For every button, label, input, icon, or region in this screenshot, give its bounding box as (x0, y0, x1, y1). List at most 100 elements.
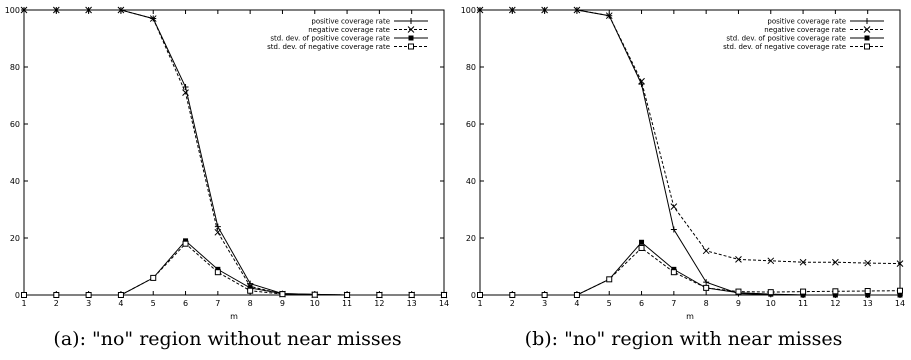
data-point (214, 269, 221, 276)
x-tick-label: 7 (215, 299, 220, 308)
data-point (344, 292, 351, 298)
data-point (477, 292, 483, 298)
series-line (480, 9, 901, 265)
plot-frame (23, 9, 445, 296)
legend-marker (408, 35, 414, 41)
x-tick-label: 11 (342, 299, 352, 308)
panel-a: 1 2 3 4 5 6 7 8 9 10 11 12 13 14 0 20 40 60 80 100 m positive… (0, 0, 455, 360)
x-tick-label: 9 (280, 299, 285, 308)
data-point (897, 292, 903, 298)
legend-label: std. dev. of negative coverage rate (723, 43, 846, 51)
x-tick-label: 13 (407, 299, 417, 308)
data-point (800, 292, 806, 298)
data-point (247, 287, 254, 294)
panel-b: 1 2 3 4 5 6 7 8 9 10 11 12 13 14 0 20 40 60 80 100 m positive… (456, 0, 911, 360)
legend-marker (408, 43, 414, 50)
legend-label: positive coverage rate (767, 18, 846, 26)
y-tick-label: 40 (466, 177, 476, 186)
data-point (279, 291, 286, 298)
data-point (85, 292, 92, 298)
x-axis-label: m (686, 312, 694, 321)
chart-a: 1 2 3 4 5 6 7 8 9 10 11 12 13 14020406080100mpositive… (5, 6, 449, 321)
x-tick-label: 4 (118, 299, 123, 308)
data-point (703, 279, 710, 286)
data-point (214, 223, 221, 230)
data-point (508, 6, 516, 14)
data-point (117, 6, 125, 14)
y-tick-label: 20 (466, 234, 476, 243)
series-3 (477, 244, 903, 298)
x-tick-label: 1 (21, 299, 26, 308)
x-tick-label: 11 (798, 299, 808, 308)
data-point (767, 289, 774, 296)
data-point (182, 89, 189, 97)
legend-label: negative coverage rate (308, 26, 390, 34)
data-point (441, 292, 447, 298)
series-line (24, 243, 444, 296)
data-point (21, 292, 27, 298)
data-point (53, 292, 60, 298)
data-point (703, 284, 710, 291)
data-point (606, 276, 613, 283)
data-point (509, 292, 516, 298)
data-point (149, 15, 157, 22)
series-line (480, 9, 900, 296)
legend-marker (407, 26, 415, 33)
data-point (638, 244, 645, 251)
data-point (670, 226, 677, 233)
data-point (20, 6, 28, 14)
data-point (832, 288, 839, 295)
data-point (897, 287, 903, 294)
x-tick-label: 3 (86, 299, 91, 308)
legend-label: negative coverage rate (764, 26, 846, 34)
y-tick-label: 0 (15, 291, 20, 300)
x-axis-label: m (230, 312, 238, 321)
data-point (150, 274, 157, 281)
data-point (800, 288, 807, 295)
x-tick-label: 1 (477, 299, 482, 308)
y-tick-label: 20 (10, 234, 20, 243)
data-point (311, 291, 318, 298)
y-tick-label: 60 (466, 120, 476, 129)
plot-frame (479, 9, 901, 296)
legend-marker (864, 18, 870, 24)
legend-label: std. dev. of negative coverage rate (267, 43, 390, 51)
data-point (376, 292, 383, 298)
data-point (865, 292, 871, 298)
series-line (480, 241, 900, 296)
data-point (541, 292, 548, 298)
data-point (670, 269, 677, 276)
y-tick-label: 80 (466, 63, 476, 72)
series-line (24, 9, 444, 296)
data-point (85, 6, 92, 14)
data-point (117, 292, 124, 298)
y-tick-label: 100 (5, 6, 20, 15)
x-tick-label: 14 (895, 299, 905, 308)
x-tick-label: 4 (574, 299, 579, 308)
data-point (670, 203, 678, 211)
data-point (864, 259, 872, 267)
series-2 (21, 238, 447, 298)
x-tick-label: 6 (183, 299, 188, 308)
y-tick-label: 60 (10, 120, 20, 129)
x-tick-label: 10 (766, 299, 776, 308)
caption-a: (a): "no" region without near misses (53, 328, 402, 350)
data-point (735, 256, 742, 263)
x-tick-label: 12 (830, 299, 840, 308)
x-tick-label: 10 (310, 299, 320, 308)
legend-label: positive coverage rate (311, 18, 390, 26)
y-tick-label: 0 (471, 291, 476, 300)
data-point (638, 77, 645, 85)
x-tick-label: 2 (510, 299, 515, 308)
legend-marker (408, 18, 414, 24)
data-point (767, 257, 775, 265)
data-point (476, 6, 484, 14)
data-point (214, 228, 222, 236)
x-tick-label: 6 (639, 299, 644, 308)
data-point (799, 258, 807, 266)
series-3 (21, 240, 447, 298)
legend-marker (864, 43, 870, 50)
x-tick-label: 5 (151, 299, 156, 308)
x-tick-label: 7 (671, 299, 676, 308)
